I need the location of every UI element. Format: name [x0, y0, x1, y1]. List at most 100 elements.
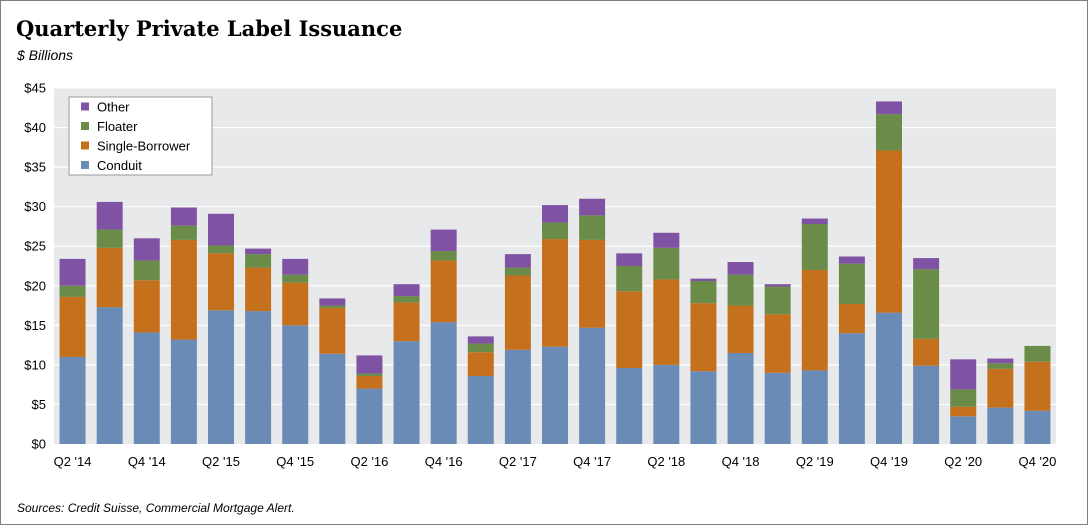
bar-single-borrower: [133, 280, 160, 333]
x-tick-label: Q4 '16: [425, 454, 463, 469]
bar-floater: [96, 229, 123, 248]
bar-single-borrower: [653, 279, 680, 365]
y-tick-label: $0: [32, 437, 46, 452]
bar-floater: [245, 254, 272, 268]
bar-other: [616, 253, 643, 266]
bar-conduit: [59, 356, 86, 444]
bar-single-borrower: [208, 253, 234, 311]
bar-single-borrower: [542, 239, 568, 347]
bar-single-borrower: [282, 282, 309, 326]
bar-other: [133, 238, 160, 261]
bar-conduit: [504, 349, 531, 444]
bar-floater: [616, 266, 643, 292]
bar-other: [504, 254, 531, 268]
bar-single-borrower: [616, 291, 643, 369]
bar-single-borrower: [838, 303, 865, 334]
source-note: Sources: Credit Suisse, Commercial Mortg…: [17, 501, 295, 515]
x-tick-label: Q2 '20: [944, 454, 982, 469]
y-tick-label: $40: [24, 120, 46, 135]
bar-other: [838, 256, 865, 264]
y-tick-label: $10: [24, 357, 46, 372]
legend-label: Conduit: [97, 158, 142, 173]
bar-floater: [876, 114, 902, 151]
bar-other: [96, 201, 123, 230]
x-tick-label: Q2 '19: [796, 454, 834, 469]
bar-single-borrower: [430, 260, 457, 323]
bar-floater: [913, 269, 940, 339]
bar-other: [542, 205, 568, 223]
bar-conduit: [208, 310, 234, 444]
bar-other: [764, 284, 791, 287]
bar-conduit: [579, 327, 606, 444]
bar-conduit: [616, 368, 643, 444]
bar-conduit: [876, 312, 902, 444]
bar-other: [282, 258, 309, 275]
bar-other: [208, 213, 234, 246]
bar-other: [987, 358, 1014, 364]
bar-single-borrower: [764, 314, 791, 373]
bar-floater: [467, 343, 494, 353]
bar-conduit: [282, 325, 309, 444]
bar-conduit: [430, 322, 457, 444]
bar-other: [950, 359, 977, 390]
bar-conduit: [727, 353, 754, 444]
bar-floater: [208, 245, 234, 254]
bar-floater: [987, 363, 1014, 369]
x-tick-label: Q4 '19: [870, 454, 908, 469]
x-tick-label: Q2 '14: [54, 454, 92, 469]
bar-conduit: [170, 339, 197, 444]
x-tick-label: Q4 '14: [128, 454, 166, 469]
y-tick-label: $30: [24, 199, 46, 214]
x-tick-label: Q4 '20: [1018, 454, 1056, 469]
bar-single-borrower: [950, 406, 977, 417]
bar-single-borrower: [987, 368, 1014, 408]
bar-floater: [727, 274, 754, 306]
y-tick-label: $5: [32, 397, 46, 412]
bar-other: [913, 258, 940, 270]
bar-other: [467, 336, 494, 344]
bar-other: [653, 232, 680, 248]
bar-single-borrower: [801, 269, 828, 371]
bar-other: [170, 207, 197, 226]
legend-label: Other: [97, 100, 130, 115]
legend-swatch: [81, 161, 89, 169]
legend-swatch: [81, 141, 89, 150]
legend-swatch: [81, 122, 89, 130]
x-tick-label: Q2 '18: [647, 454, 685, 469]
x-tick-label: Q4 '15: [276, 454, 314, 469]
x-tick-label: Q4 '18: [722, 454, 760, 469]
bar-conduit: [690, 371, 717, 444]
bar-single-borrower: [59, 296, 86, 357]
bar-floater: [504, 267, 531, 276]
bar-single-borrower: [727, 305, 754, 354]
bar-single-borrower: [579, 239, 606, 328]
legend-label: Floater: [97, 119, 138, 134]
bar-floater: [653, 247, 680, 280]
bar-floater: [59, 285, 86, 297]
bar-conduit: [1024, 410, 1051, 444]
bar-floater: [764, 286, 791, 315]
x-tick-label: Q2 '15: [202, 454, 240, 469]
x-tick-label: Q2 '16: [350, 454, 388, 469]
chart-subtitle: $ Billions: [17, 47, 74, 63]
bar-conduit: [245, 311, 272, 444]
legend-label: Single-Borrower: [97, 139, 191, 154]
bar-single-borrower: [393, 302, 420, 342]
bar-conduit: [838, 333, 865, 444]
bar-single-borrower: [504, 275, 531, 350]
legend-swatch: [81, 102, 89, 111]
bar-other: [690, 278, 717, 282]
bar-conduit: [356, 388, 383, 444]
x-tick-label: Q2 '17: [499, 454, 537, 469]
bar-other: [430, 229, 457, 251]
bar-single-borrower: [96, 247, 123, 308]
y-tick-label: $35: [24, 160, 46, 175]
bar-conduit: [801, 370, 828, 444]
bar-conduit: [467, 375, 494, 444]
bar-single-borrower: [245, 267, 272, 312]
bar-floater: [319, 305, 346, 308]
bar-conduit: [319, 353, 346, 444]
bar-floater: [579, 215, 606, 240]
y-tick-label: $45: [24, 81, 46, 96]
